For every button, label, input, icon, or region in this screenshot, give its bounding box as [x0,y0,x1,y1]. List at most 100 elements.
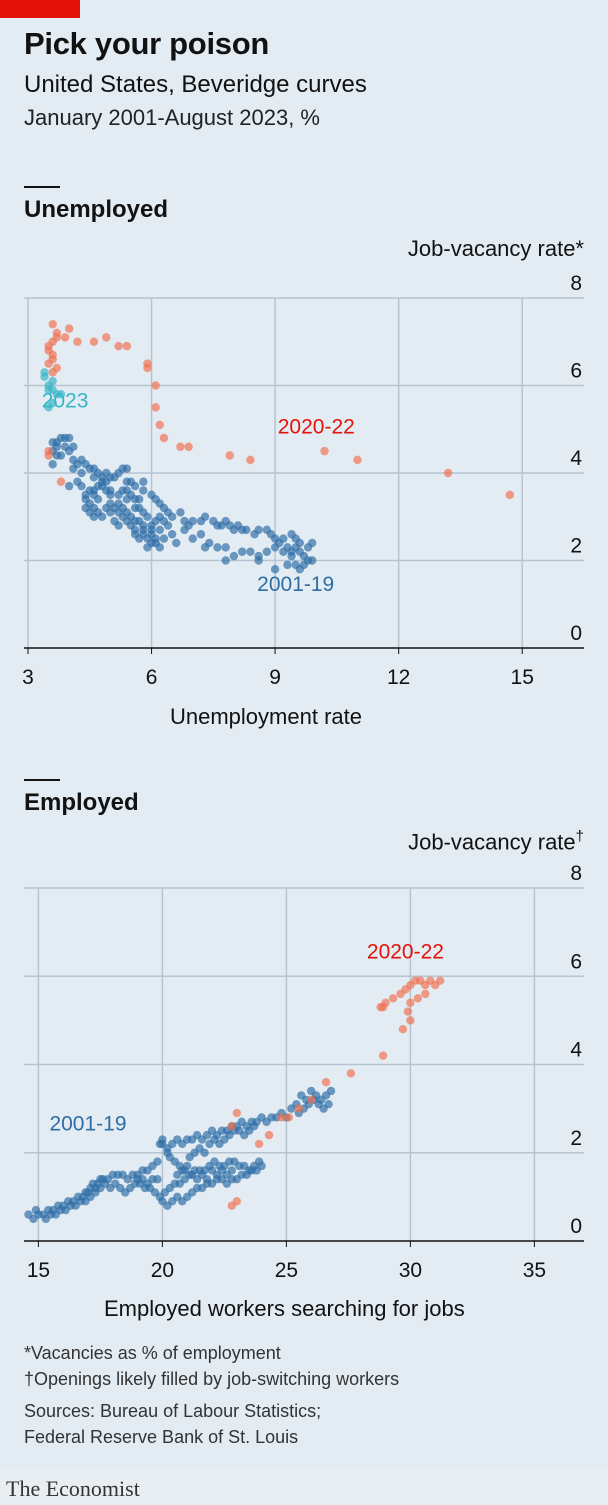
unemployed-point-2020-22 [143,359,152,368]
unemployed-xtick-label: 15 [511,666,534,689]
unemployed-point-2020-22 [44,346,53,355]
employed-point-2001-19 [249,1122,259,1131]
employed-point-2020-22 [346,1069,356,1078]
unemployed-point-2020-22 [60,333,70,342]
employed-point-2001-19 [41,1214,51,1224]
accent-tag [0,0,80,18]
unemployed-point-2001-19 [114,499,123,508]
unemployed-point-2020-22 [56,477,66,486]
employed-ytick-label: 8 [570,862,582,885]
unemployed-point-2020-22 [73,337,82,346]
employed-point-2020-22 [413,994,423,1003]
unemployed-point-2001-19 [64,481,74,491]
employed-point-2020-22 [264,1130,274,1140]
unemployed-point-2020-22 [48,355,57,364]
unemployed-point-2001-19 [77,468,86,478]
unemployed-point-2001-19 [122,508,132,517]
unemployed-point-2020-22 [159,433,169,443]
y-axis-title-employed-text: Job-vacancy rate [408,829,576,855]
unemployed-point-2001-19 [130,495,140,504]
employed-ytick-label: 6 [570,950,582,973]
unemployed-point-2001-19 [287,551,296,561]
unemployed-point-2020-22 [320,446,329,456]
unemployed-point-2001-19 [167,530,177,539]
employed-point-2020-22 [381,998,390,1007]
employed-series-label: 2001-19 [49,1113,126,1136]
employed-point-2020-22 [321,1077,331,1087]
footnotes: *Vacancies as % of employment †Openings … [24,1340,399,1450]
unemployed-point-2001-19 [163,521,173,530]
unemployed-ytick-label: 2 [570,535,582,558]
unemployed-point-2020-22 [64,324,74,333]
unemployed-point-2020-22 [443,468,453,478]
employed-xtick-label: 30 [399,1259,422,1282]
unemployed-point-2001-19 [122,464,132,473]
unemployed-point-2001-19 [106,490,115,500]
unemployed-point-2020-22 [48,320,57,329]
unemployed-xtick-label: 12 [387,666,410,689]
employed-point-2001-19 [31,1205,41,1215]
unemployed-point-2023 [40,372,49,381]
employed-point-2020-22 [406,1016,415,1025]
unemployed-point-2020-22 [151,403,160,412]
employed-ytick-label: 2 [570,1127,582,1150]
unemployed-point-2001-19 [97,481,107,491]
employed-point-2001-19 [326,1086,336,1096]
unemployed-xtick-label: 6 [146,666,158,689]
economist-logo: The Economist [0,1468,608,1505]
unemployed-point-2020-22 [184,442,193,451]
unemployed-point-2001-19 [172,538,181,548]
unemployed-series-label: 2020-22 [278,416,355,439]
unemployed-point-2020-22 [246,455,255,465]
employed-point-2020-22 [403,1007,413,1016]
employed-xtick-label: 25 [275,1259,298,1282]
employed-point-2001-19 [153,1157,162,1166]
unemployed-point-2001-19 [200,543,210,552]
employed-point-2020-22 [232,1197,241,1206]
employed-point-2020-22 [232,1108,241,1118]
unemployed-point-2001-19 [283,560,292,570]
y-axis-title-unemployed: Job-vacancy rate* [407,236,584,261]
employed-point-2020-22 [307,1095,316,1104]
section-rule-employed [24,779,60,781]
unemployed-ytick-label: 0 [570,622,582,645]
unemployed-point-2001-19 [246,547,255,556]
scatter-chart-unemployed: 0 2 4 6 8 3 6 9 12 15 2023 2020-22 2001-19 [22,272,584,689]
unemployed-point-2001-19 [114,521,123,530]
employed-point-2020-22 [388,994,398,1003]
employed-point-2020-22 [277,1113,286,1122]
unemployed-xtick-label: 9 [269,666,281,689]
employed-point-2001-19 [66,1201,75,1210]
employed-ytick-label: 0 [570,1215,582,1238]
section-title-unemployed: Unemployed [24,196,169,223]
unemployed-point-2001-19 [237,547,247,556]
employed-point-2001-19 [158,1139,167,1149]
sources-line-1: Sources: Bureau of Labour Statistics; [24,1401,322,1421]
employed-point-2001-19 [200,1148,209,1157]
unemployed-point-2001-19 [221,556,230,565]
chart-subtitle: United States, Beveridge curves [24,71,367,98]
unemployed-point-2001-19 [254,525,263,535]
unemployed-point-2001-19 [221,543,230,552]
unemployed-point-2020-22 [89,337,99,346]
unemployed-point-2020-22 [102,333,111,342]
employed-series-label: 2020-22 [367,941,444,964]
unemployed-point-2001-19 [77,481,86,491]
unemployed-point-2001-19 [85,486,94,495]
unemployed-point-2020-22 [225,451,235,460]
unemployed-point-2020-22 [353,455,362,465]
x-axis-title-employed: Employed workers searching for jobs [104,1296,465,1321]
unemployed-point-2001-19 [159,534,169,543]
unemployed-point-2001-19 [139,486,148,495]
unemployed-point-2001-19 [155,525,164,535]
section-rule-unemployed [24,186,60,188]
unemployed-point-2020-22 [52,363,62,373]
unemployed-point-2020-22 [114,341,123,351]
employed-point-2020-22 [294,1104,303,1113]
unemployed-point-2020-22 [122,341,132,351]
employed-point-2020-22 [284,1113,294,1122]
unemployed-point-2001-19 [188,534,197,543]
unemployed-point-2020-22 [505,490,515,500]
footnote-openings: †Openings likely filled by job-switching… [24,1369,400,1389]
y-axis-title-employed: Job-vacancy rate† [408,828,584,855]
